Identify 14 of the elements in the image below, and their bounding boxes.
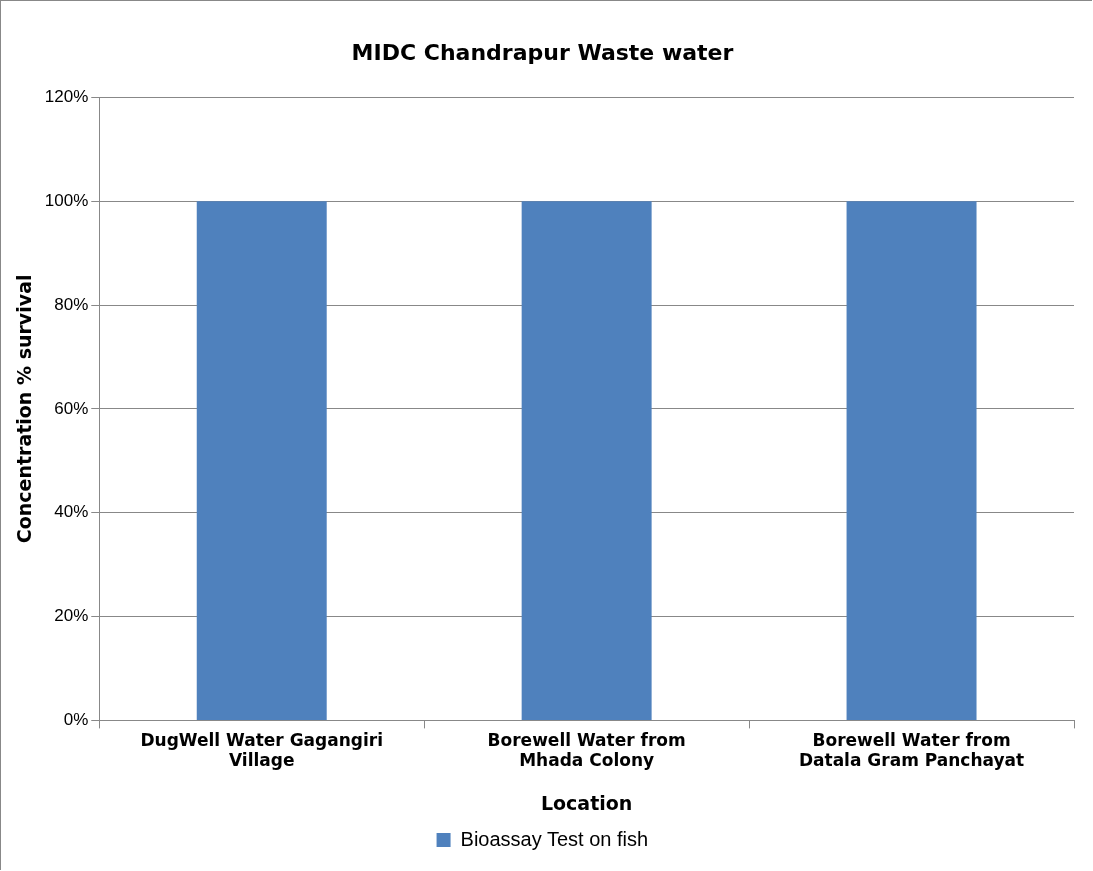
x-tick-label: Borewell Water from Datala Gram Panchayat xyxy=(798,730,1025,771)
y-tick-label: 100% xyxy=(44,190,89,210)
chart-title: MIDC Chandrapur Waste water xyxy=(351,39,734,65)
y-tick-label: 60% xyxy=(54,398,89,418)
y-tick-label: 40% xyxy=(54,502,89,522)
x-tick-label: Borewell Water from Mhada Colony xyxy=(487,730,686,771)
y-tick-label: 80% xyxy=(54,294,89,314)
y-tick-label: 120% xyxy=(44,87,89,107)
y-tick-label: 0% xyxy=(63,710,89,730)
y-axis-title: Concentration % survival xyxy=(13,274,36,544)
x-axis-title: Location xyxy=(540,791,633,814)
y-tick-label: 20% xyxy=(54,606,89,626)
x-tick-label: DugWell Water Gagangiri Village xyxy=(140,730,384,771)
legend-label: Bioassay Test on fish xyxy=(460,827,649,850)
